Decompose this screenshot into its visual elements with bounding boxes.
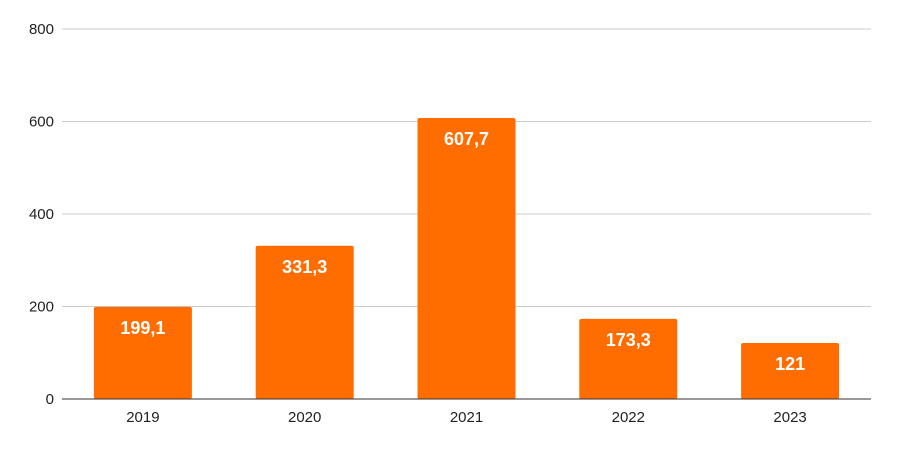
- y-tick-label-400: 400: [29, 206, 54, 223]
- data-label-2020: 331,3: [282, 257, 327, 277]
- bar-2023: [741, 343, 840, 399]
- y-tick-label-0: 0: [46, 391, 54, 408]
- bar-2022: [579, 318, 678, 399]
- x-tick-label-2023: 2023: [773, 409, 806, 426]
- bars: 199,1 331,3 607,7 173,3 121: [93, 117, 840, 399]
- x-axis: 2019 2020 2021 2022 2023: [62, 398, 871, 426]
- x-tick-label-2022: 2022: [612, 409, 645, 426]
- bar-2019: [93, 306, 192, 399]
- data-label-2021: 607,7: [444, 129, 489, 149]
- x-tick-label-2020: 2020: [288, 409, 321, 426]
- y-axis: 0 200 400 600 800: [29, 21, 54, 408]
- y-tick-label-800: 800: [29, 21, 54, 38]
- data-label-2023: 121: [775, 354, 805, 374]
- x-tick-label-2019: 2019: [126, 409, 159, 426]
- bar-2020: [255, 245, 354, 399]
- data-label-2022: 173,3: [606, 330, 651, 350]
- bar-2021: [417, 117, 516, 399]
- y-tick-label-600: 600: [29, 114, 54, 131]
- x-tick-label-2021: 2021: [450, 409, 483, 426]
- data-label-2019: 199,1: [120, 318, 165, 338]
- y-tick-label-200: 200: [29, 299, 54, 316]
